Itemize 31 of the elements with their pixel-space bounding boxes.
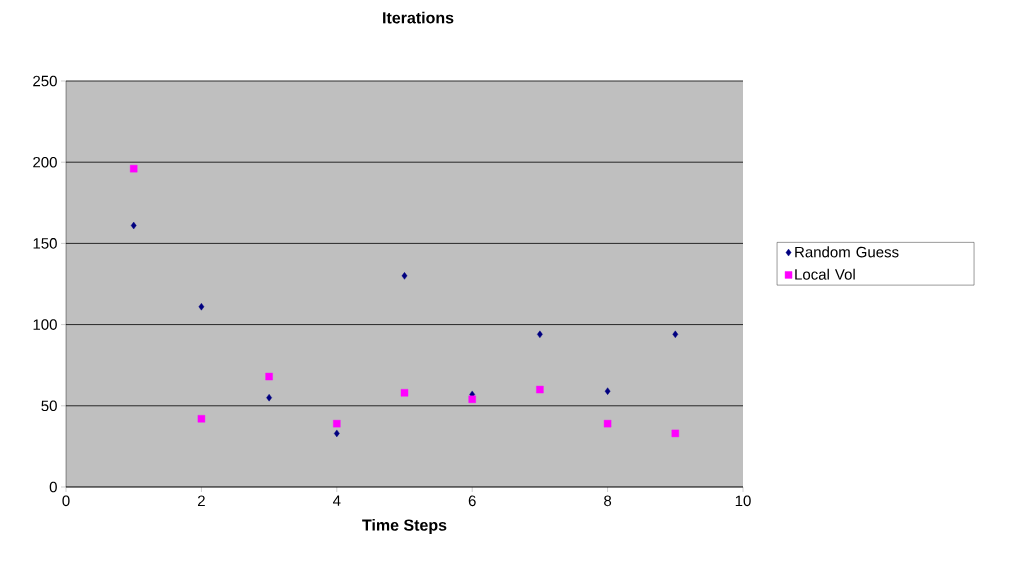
x-tick-label: 8 (604, 495, 612, 507)
point (401, 272, 408, 280)
point (604, 387, 611, 395)
chart-title: Iterations (383, 11, 454, 24)
point (536, 385, 544, 394)
x-tick-label: 0 (62, 495, 70, 507)
point (671, 429, 679, 438)
point (672, 330, 679, 339)
x-tick-label: 6 (468, 495, 476, 507)
point (265, 372, 273, 381)
point (130, 221, 137, 230)
point (333, 419, 341, 428)
point (468, 395, 476, 403)
point (400, 389, 409, 397)
point (198, 303, 205, 311)
y-tick-label: 200 (33, 156, 57, 168)
legend-label: Local Vol (795, 268, 855, 280)
y-tick-label: 0 (49, 481, 57, 493)
legend-label: Random Guess (795, 246, 899, 258)
y-tick-label: 150 (33, 238, 57, 249)
y-tick-label: 250 (33, 75, 57, 87)
point (603, 419, 612, 428)
y-tick-label: 50 (41, 400, 57, 412)
y-tick-label: 100 (33, 319, 57, 330)
point (333, 429, 340, 438)
x-tick-label: 4 (332, 495, 341, 506)
x-axis-title: Time Steps (362, 519, 447, 534)
point (197, 415, 206, 423)
point (130, 164, 138, 173)
x-tick-label: 2 (197, 495, 205, 506)
x-tick-label: 10 (735, 495, 751, 507)
